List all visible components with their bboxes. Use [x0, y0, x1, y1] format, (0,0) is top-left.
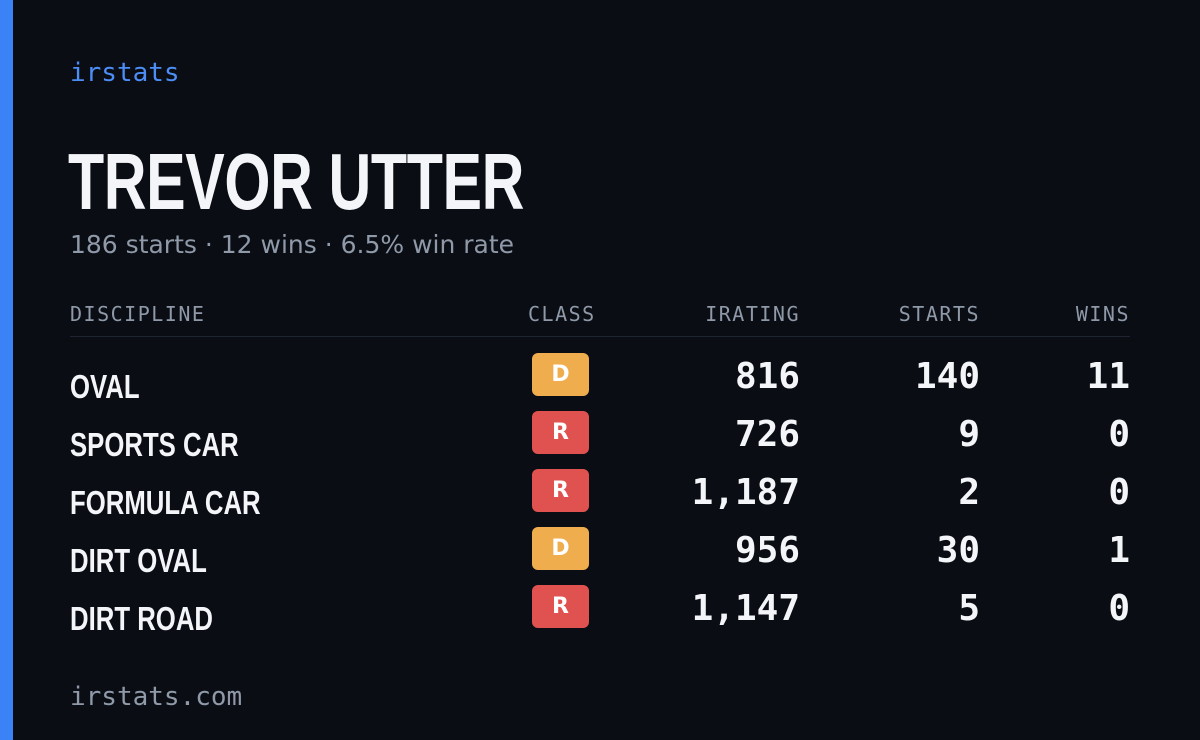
irating-value: 1,187: [691, 472, 800, 513]
irating-value: 726: [734, 414, 800, 455]
class-badge: R: [532, 411, 589, 454]
starts-value: 9: [958, 414, 980, 455]
wins-value: 11: [1086, 356, 1130, 397]
table-row: SPORTS CAR R 726 9 0: [70, 411, 1130, 469]
discipline-name: SPORTS CAR: [70, 426, 239, 463]
starts-value: 5: [958, 588, 980, 629]
wins-value: 0: [1108, 414, 1130, 455]
class-badge: D: [532, 527, 589, 570]
header-irating: IRATING: [705, 302, 800, 326]
page-title: TREVOR UTTER: [68, 137, 525, 226]
wins-value: 0: [1108, 588, 1130, 629]
class-badge: R: [532, 585, 589, 628]
brand-logo: irstats: [70, 58, 180, 88]
header-discipline: DISCIPLINE: [70, 302, 206, 326]
table-row: DIRT ROAD R 1,147 5 0: [70, 585, 1130, 643]
table-row: FORMULA CAR R 1,187 2 0: [70, 469, 1130, 527]
header-starts: STARTS: [898, 302, 980, 326]
accent-bar: [0, 0, 13, 740]
irating-value: 816: [734, 356, 800, 397]
class-badge: D: [532, 353, 589, 396]
stats-table: DISCIPLINE CLASS IRATING STARTS WINS OVA…: [70, 296, 1130, 643]
irating-value: 956: [734, 530, 800, 571]
driver-summary: 186 starts · 12 wins · 6.5% win rate: [70, 230, 515, 259]
starts-value: 2: [958, 472, 980, 513]
header-class: CLASS: [528, 302, 596, 326]
class-badge: R: [532, 469, 589, 512]
discipline-name: DIRT OVAL: [70, 542, 207, 579]
table-row: DIRT OVAL D 956 30 1: [70, 527, 1130, 585]
footer-url[interactable]: irstats.com: [70, 682, 243, 712]
table-header: DISCIPLINE CLASS IRATING STARTS WINS: [70, 296, 1130, 337]
discipline-name: FORMULA CAR: [70, 484, 261, 521]
irating-value: 1,147: [691, 588, 800, 629]
table-row: OVAL D 816 140 11: [70, 353, 1130, 411]
wins-value: 0: [1108, 472, 1130, 513]
table-body: OVAL D 816 140 11 SPORTS CAR R 726 9 0 F…: [70, 353, 1130, 643]
starts-value: 30: [936, 530, 980, 571]
header-wins: WINS: [1075, 302, 1130, 326]
wins-value: 1: [1108, 530, 1130, 571]
discipline-name: OVAL: [70, 368, 140, 405]
discipline-name: DIRT ROAD: [70, 600, 213, 637]
starts-value: 140: [914, 356, 980, 397]
